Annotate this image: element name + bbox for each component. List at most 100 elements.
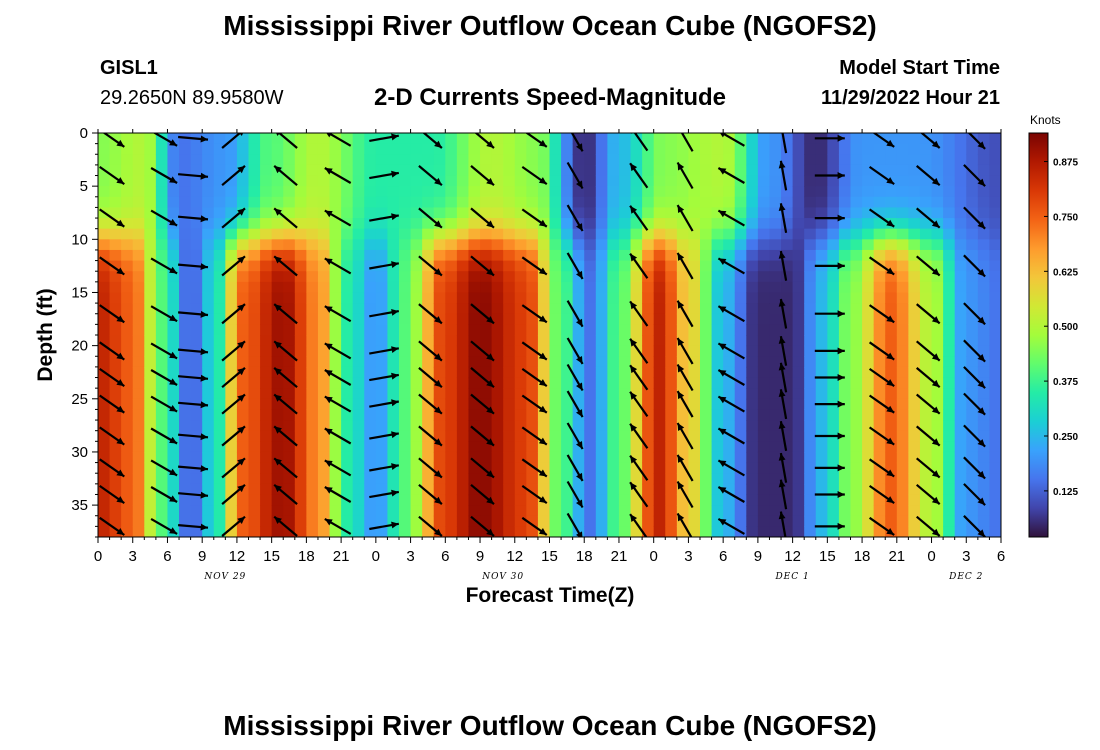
y-tick-label: 10 bbox=[71, 231, 88, 248]
heatmap-cell bbox=[769, 154, 782, 166]
heatmap-cell bbox=[329, 249, 342, 262]
heatmap-cell bbox=[341, 515, 354, 527]
heatmap-cell bbox=[653, 271, 666, 283]
heatmap-cell bbox=[896, 303, 909, 315]
heatmap-cell bbox=[132, 271, 145, 283]
current-vector-arrow bbox=[273, 340, 298, 362]
heatmap-cell bbox=[433, 356, 446, 368]
heatmap-cell bbox=[283, 356, 296, 368]
heatmap-cell bbox=[676, 292, 690, 304]
heatmap-cell bbox=[167, 303, 180, 315]
heatmap-cell bbox=[977, 420, 991, 432]
current-vector-arrow bbox=[150, 305, 178, 323]
heatmap-cell bbox=[387, 483, 400, 496]
heatmap-cell bbox=[977, 462, 991, 474]
heatmap-cell bbox=[132, 249, 145, 262]
heatmap-cell bbox=[989, 505, 1001, 517]
heatmap-cell bbox=[746, 271, 759, 283]
heatmap-cell bbox=[966, 133, 979, 145]
heatmap-cell bbox=[966, 494, 979, 506]
heatmap-cell bbox=[468, 313, 481, 325]
heatmap-cell bbox=[595, 260, 608, 272]
heatmap-cell bbox=[792, 409, 805, 421]
heatmap-cell bbox=[827, 313, 840, 325]
heatmap-cell bbox=[781, 281, 794, 294]
heatmap-cell bbox=[480, 505, 493, 517]
heatmap-cell bbox=[155, 218, 169, 230]
heatmap-cell bbox=[537, 260, 551, 272]
heatmap-cell bbox=[213, 377, 226, 389]
heatmap-cell bbox=[549, 207, 562, 219]
heatmap-cell bbox=[422, 249, 435, 262]
heatmap-cell bbox=[711, 292, 724, 304]
heatmap-cell bbox=[248, 451, 261, 464]
heatmap-cell bbox=[653, 228, 666, 240]
heatmap-cell bbox=[850, 515, 863, 527]
heatmap-cell bbox=[561, 292, 574, 304]
heatmap-cell bbox=[537, 154, 551, 166]
heatmap-cell bbox=[468, 175, 481, 187]
heatmap-cell bbox=[480, 420, 493, 432]
heatmap-cell bbox=[167, 335, 180, 347]
heatmap-cell bbox=[514, 388, 527, 400]
heatmap-cell bbox=[236, 451, 250, 464]
heatmap-cell bbox=[329, 228, 342, 240]
heatmap-cell bbox=[190, 420, 203, 432]
heatmap-cell bbox=[491, 313, 504, 325]
current-vector-arrow bbox=[915, 425, 941, 447]
heatmap-cell bbox=[653, 324, 666, 336]
heatmap-cell bbox=[225, 228, 238, 240]
heatmap-cell bbox=[445, 143, 458, 155]
heatmap-cell bbox=[781, 186, 794, 198]
heatmap-cell bbox=[190, 186, 203, 198]
heatmap-cell bbox=[306, 505, 319, 517]
heatmap-cell bbox=[630, 196, 643, 209]
heatmap-cell bbox=[306, 356, 319, 368]
heatmap-cell bbox=[225, 249, 238, 262]
heatmap-cell bbox=[896, 473, 909, 485]
heatmap-cell bbox=[399, 154, 412, 166]
heatmap-cell bbox=[352, 345, 365, 357]
heatmap-cell bbox=[260, 260, 273, 272]
heatmap-cell bbox=[341, 441, 354, 453]
heatmap-cell bbox=[804, 451, 817, 464]
heatmap-cell bbox=[607, 430, 620, 442]
heatmap-cell bbox=[456, 175, 470, 187]
current-vector-arrow bbox=[566, 300, 584, 328]
heatmap-cell bbox=[618, 430, 632, 442]
heatmap-cell bbox=[572, 366, 585, 379]
heatmap-cell bbox=[862, 388, 875, 400]
heatmap-cell bbox=[595, 505, 608, 517]
heatmap-cell bbox=[109, 377, 122, 389]
heatmap-cell bbox=[410, 462, 423, 474]
heatmap-cell bbox=[827, 239, 840, 251]
heatmap-cell bbox=[480, 515, 493, 527]
heatmap-cell bbox=[618, 292, 632, 304]
current-vector-arrow bbox=[676, 390, 694, 418]
heatmap-cell bbox=[503, 143, 516, 155]
heatmap-cell bbox=[572, 143, 585, 155]
heatmap-cell bbox=[561, 451, 574, 464]
current-vector-arrow bbox=[324, 369, 352, 386]
heatmap-cell bbox=[491, 366, 504, 379]
current-vector-arrow bbox=[676, 454, 694, 482]
heatmap-cell bbox=[155, 345, 169, 357]
heatmap-cell bbox=[966, 260, 979, 272]
heatmap-cell bbox=[595, 175, 608, 187]
heatmap-cell bbox=[317, 462, 331, 474]
heatmap-cell bbox=[746, 505, 759, 517]
heatmap-cell bbox=[375, 154, 389, 166]
heatmap-cell bbox=[676, 335, 690, 347]
heatmap-cell bbox=[537, 462, 551, 474]
heatmap-cell bbox=[792, 281, 805, 294]
heatmap-cell bbox=[537, 388, 551, 400]
heatmap-cell bbox=[317, 409, 331, 421]
heatmap-cell bbox=[121, 377, 134, 389]
heatmap-cell bbox=[260, 207, 273, 219]
heatmap-cell bbox=[642, 186, 655, 198]
heatmap-cell bbox=[144, 526, 157, 537]
heatmap-cell bbox=[838, 281, 852, 294]
heatmap-cell bbox=[410, 303, 423, 315]
current-vector-arrow bbox=[221, 303, 246, 325]
heatmap-cell bbox=[410, 218, 423, 230]
